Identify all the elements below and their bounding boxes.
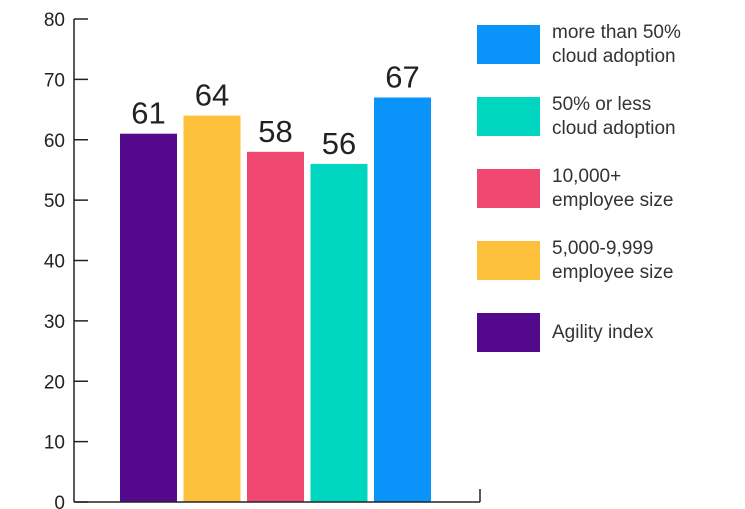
y-tick-label: 10: [44, 433, 65, 454]
y-tick-label: 30: [44, 312, 65, 333]
y-axis: 0 10 20 30 40 50 60 70 80: [44, 10, 88, 509]
y-tick-label: 20: [44, 372, 65, 393]
legend-item: 50% or less cloud adoption: [477, 86, 739, 147]
bar: [310, 163, 368, 502]
y-tick-label: 60: [44, 131, 65, 152]
bar-value-label: 58: [258, 114, 292, 149]
y-tick-label: 40: [44, 252, 65, 273]
legend-label: 5,000-9,999 employee size: [552, 237, 674, 283]
legend-label: Agility index: [552, 321, 654, 343]
bar-value-label: 56: [322, 126, 356, 161]
legend-swatch: [477, 25, 540, 64]
bar: [247, 151, 304, 502]
data-labels: 61 64 58 56 67: [131, 59, 419, 160]
legend-swatch: [477, 241, 540, 280]
y-tick-label: 80: [44, 10, 65, 31]
legend-label: 50% or less cloud adoption: [552, 93, 676, 139]
bar: [183, 115, 241, 502]
bars: [120, 97, 431, 503]
legend-item: Agility index: [477, 302, 739, 363]
bar: [120, 133, 177, 502]
bar: [374, 97, 431, 503]
bar-value-label: 67: [385, 59, 419, 94]
legend-label: 10,000+ employee size: [552, 165, 674, 211]
legend-swatch: [477, 313, 540, 352]
legend-label: more than 50% cloud adoption: [552, 21, 681, 67]
legend: more than 50% cloud adoption 50% or less …: [477, 14, 739, 374]
legend-item: 5,000-9,999 employee size: [477, 230, 739, 291]
y-tick-label: 0: [54, 493, 65, 509]
y-tick-label: 50: [44, 191, 65, 212]
legend-item: more than 50% cloud adoption: [477, 14, 739, 75]
legend-item: 10,000+ employee size: [477, 158, 739, 219]
bar-value-label: 61: [131, 96, 165, 131]
y-tick-label: 70: [44, 70, 65, 91]
legend-swatch: [477, 97, 540, 136]
legend-swatch: [477, 169, 540, 208]
bar-value-label: 64: [195, 78, 229, 113]
